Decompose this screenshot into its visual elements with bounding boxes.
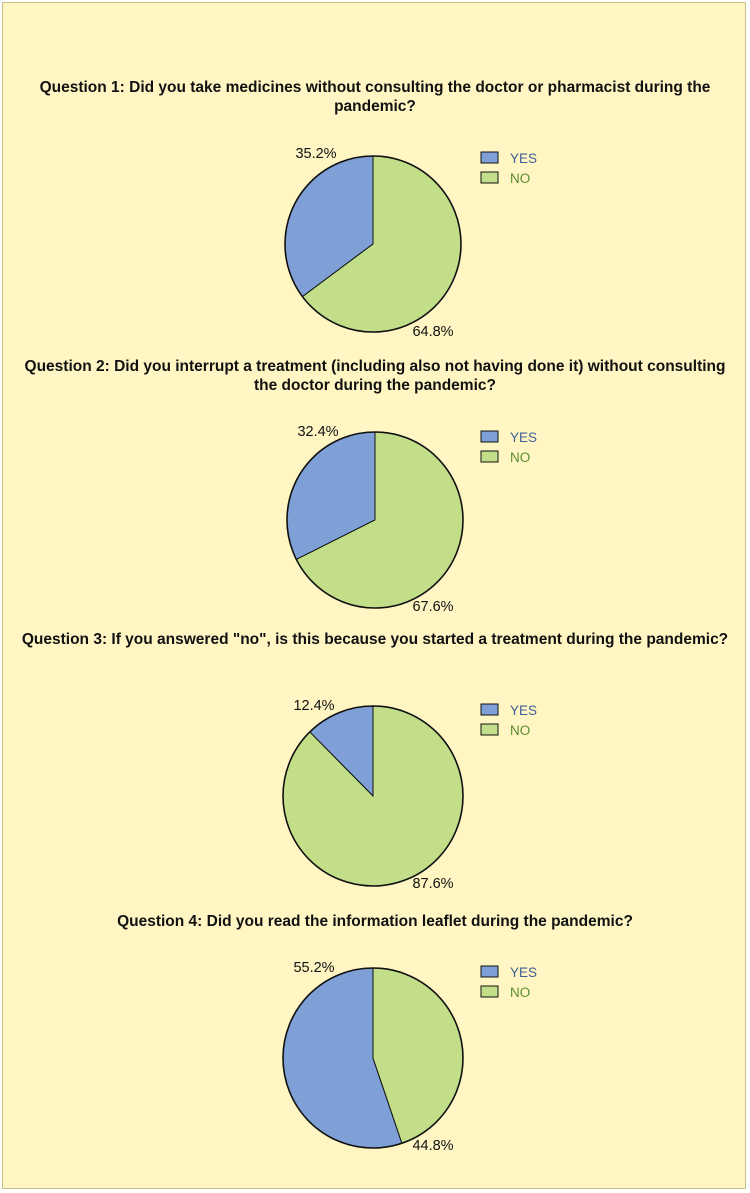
pie4-legend-swatch-yes (480, 965, 499, 978)
question-2-title: Question 2: Did you interrupt a treatmen… (24, 358, 726, 394)
pie1-label-yes: 35.2% (295, 146, 336, 162)
pie4-outline (282, 967, 464, 1149)
question-4-title: Question 4: Did you read the information… (117, 913, 633, 930)
pie2-legend-swatch-yes (480, 430, 499, 443)
pie3-legend-swatch-yes (480, 703, 499, 716)
pie3-slice-no (282, 705, 464, 887)
pie1-legend-label-no: NO (510, 171, 530, 186)
question-3-title: Question 3: If you answered "no", is thi… (21, 631, 729, 648)
pie2-legend-label-yes: YES (510, 430, 537, 445)
pie2-outline (286, 431, 464, 609)
pie2-label-no: 67.6% (412, 599, 453, 615)
pie3-legend-label-yes: YES (510, 703, 537, 718)
pie4-label-yes: 55.2% (293, 960, 334, 976)
pie3-label-yes: 12.4% (293, 698, 334, 714)
pie2-label-yes: 32.4% (297, 424, 338, 440)
pie1-outline (284, 155, 462, 333)
pie1-label-no: 64.8% (412, 324, 453, 340)
pie3-legend-label-no: NO (510, 723, 530, 738)
pie1-legend-swatch-no (480, 171, 499, 184)
pie3-legend-swatch-no (480, 723, 499, 736)
pie3-label-no: 87.6% (412, 876, 453, 892)
pie3-outline (282, 705, 464, 887)
pie2-legend-label-no: NO (510, 450, 530, 465)
pie1-legend-label-yes: YES (510, 151, 537, 166)
pie4-legend-label-no: NO (510, 985, 530, 1000)
pie4-label-no: 44.8% (412, 1138, 453, 1154)
pie4-legend-label-yes: YES (510, 965, 537, 980)
pie4-legend-swatch-no (480, 985, 499, 998)
pie1-legend-swatch-yes (480, 151, 499, 164)
pie2-legend-swatch-no (480, 450, 499, 463)
question-1-title: Question 1: Did you take medicines witho… (39, 79, 711, 115)
